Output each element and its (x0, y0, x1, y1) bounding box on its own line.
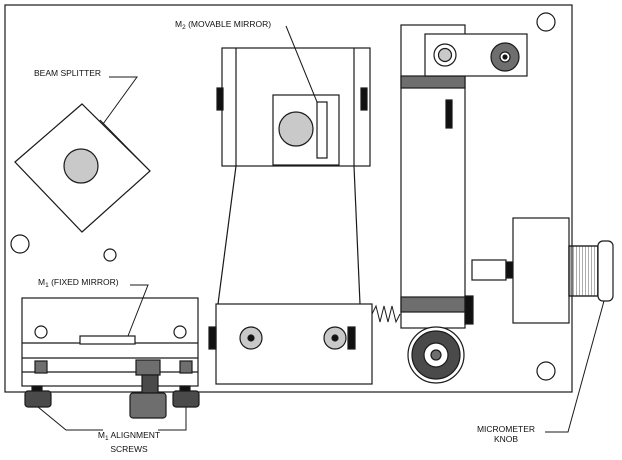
label-beam-splitter: BEAM SPLITTER (34, 68, 102, 78)
spring (371, 304, 401, 324)
label-m1-alignment-screws: M1 ALIGNMENT SCREWS (97, 430, 161, 454)
carriage-block (208, 303, 373, 385)
m2-mirror-face (316, 101, 328, 159)
mount-hole-top-right (536, 12, 556, 32)
label-m2-movable-mirror: M2 (MOVABLE MIRROR) (175, 19, 272, 31)
beam-splitter-lens (63, 148, 99, 184)
lever-arm (400, 24, 528, 329)
beam-splitter (14, 103, 151, 233)
alignment-screw-left[interactable] (24, 390, 52, 408)
leader-lines (37, 25, 605, 433)
micrometer-knob[interactable] (597, 240, 614, 302)
alignment-screw-middle[interactable] (129, 392, 167, 419)
alignment-screw-right[interactable] (172, 390, 200, 408)
pivot-bearing (407, 326, 465, 384)
mount-hole-bottom-right (536, 361, 556, 381)
label-micrometer-knob: MICROMETER KNOB (476, 424, 536, 444)
m2-lens (278, 111, 314, 147)
m1-mirror-face (79, 335, 136, 345)
movable-mirror-carriage (216, 47, 371, 305)
fixed-mirror-assembly (21, 297, 200, 419)
mount-hole-left (10, 234, 30, 254)
mount-hole-small-left (103, 248, 117, 262)
label-m1-fixed-mirror: M1 (FIXED MIRROR) (38, 277, 119, 289)
micrometer-assembly (471, 217, 614, 324)
